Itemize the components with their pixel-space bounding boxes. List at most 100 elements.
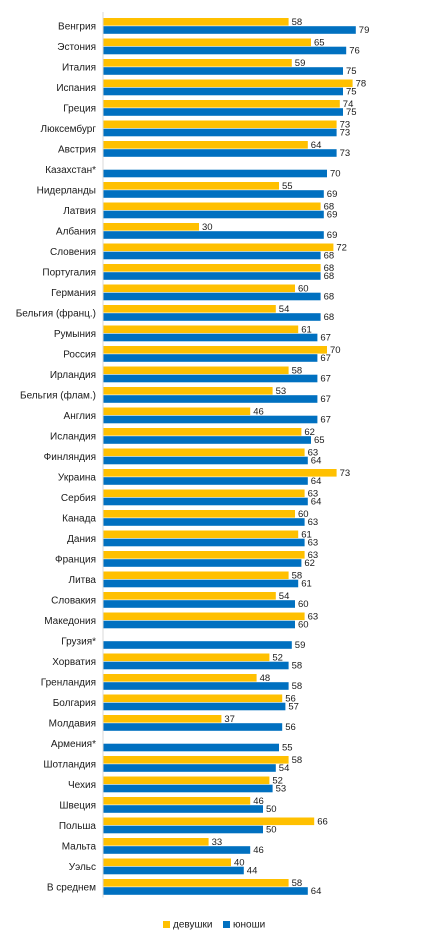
data-label: 73: [340, 148, 351, 159]
data-label: 62: [304, 427, 315, 438]
category-label: Бельгия (франц.): [16, 308, 96, 320]
data-label: 69: [327, 189, 338, 200]
bar-girls: [103, 510, 295, 518]
data-label: 73: [340, 128, 351, 139]
data-label: 61: [301, 579, 312, 590]
data-label: 64: [311, 497, 322, 508]
bar-boys: [103, 702, 286, 711]
bar-boys: [103, 231, 324, 239]
bar-boys: [103, 764, 276, 772]
bar-girls: [103, 243, 334, 252]
data-label: 48: [260, 673, 271, 684]
data-label: 50: [266, 825, 277, 836]
bar-girls: [103, 694, 283, 703]
data-label: 68: [324, 292, 335, 303]
bar-boys: [103, 866, 244, 875]
category-label: Россия: [63, 350, 96, 361]
bar-girls: [103, 366, 289, 375]
data-label: 68: [324, 201, 335, 212]
bar-boys: [103, 846, 251, 854]
bar-girls: [103, 141, 308, 149]
data-label: 75: [346, 107, 357, 118]
bar-boys: [103, 149, 337, 157]
category-label: Чехия: [68, 780, 96, 791]
data-label: 69: [327, 230, 338, 241]
category-label: Албания: [56, 226, 96, 238]
bar-boys: [103, 395, 318, 403]
bar-boys: [103, 600, 295, 608]
bar-boys: [103, 477, 308, 485]
bar-boys: [103, 497, 308, 506]
data-label: 61: [301, 324, 312, 335]
bar-boys: [103, 333, 318, 342]
category-label: Англия: [64, 411, 96, 422]
data-label: 70: [330, 169, 341, 180]
bar-girls: [103, 325, 299, 334]
bar-boys: [103, 620, 295, 629]
data-label: 50: [266, 804, 277, 815]
category-label: Уэльс: [69, 862, 96, 873]
bar-girls: [103, 797, 251, 805]
data-label: 79: [359, 25, 370, 36]
data-label: 68: [324, 251, 335, 262]
bar-girls: [103, 387, 273, 395]
bar-girls: [103, 18, 289, 26]
bar-boys: [103, 67, 343, 75]
category-label: Финляндия: [44, 452, 96, 463]
bar-boys: [103, 641, 292, 649]
category-label: Греция: [63, 104, 96, 115]
data-label: 63: [308, 517, 319, 528]
bar-girls: [103, 448, 305, 457]
bar-girls: [103, 38, 311, 47]
bar-girls: [103, 776, 270, 785]
bar-girls: [103, 469, 337, 477]
category-label: Германия: [51, 288, 96, 299]
legend: девушки юноши: [163, 920, 265, 931]
data-label: 37: [224, 714, 235, 725]
data-label: 44: [247, 866, 258, 877]
data-label: 66: [317, 816, 328, 827]
category-labels: Венгрия Эстония Италия Испания Греция Люксемб…: [16, 22, 97, 894]
bar-girls: [103, 182, 279, 190]
data-label: 53: [276, 784, 287, 795]
category-label: Словения: [50, 247, 96, 258]
data-label: 46: [253, 406, 264, 417]
category-label: Шотландия: [43, 760, 96, 771]
bar-boys: [103, 108, 343, 116]
data-label: 73: [340, 468, 351, 479]
data-label: 58: [292, 17, 303, 28]
category-label: Люксембург: [41, 123, 97, 135]
bar-girls: [103, 202, 321, 211]
data-label: 62: [304, 558, 315, 569]
data-label: 70: [330, 345, 341, 356]
legend-swatch: [163, 921, 170, 928]
data-label: 67: [320, 394, 331, 405]
data-label: 56: [285, 722, 296, 733]
data-label: 60: [298, 599, 309, 610]
bar-girls: [103, 223, 199, 231]
bar-girls: [103, 530, 299, 539]
bar-girls: [103, 120, 337, 129]
bar-girls: [103, 838, 209, 846]
data-label: 58: [292, 661, 303, 672]
category-label: Мальта: [62, 842, 97, 853]
bar-girls: [103, 674, 257, 682]
data-label: 52: [272, 652, 283, 663]
data-label: 64: [311, 886, 322, 897]
bar-boys: [103, 415, 318, 424]
category-label: Бельгия (флам.): [20, 390, 96, 402]
data-label: 75: [346, 66, 357, 77]
bar-boys: [103, 518, 305, 526]
bar-boys: [103, 128, 337, 137]
bar-boys: [103, 87, 343, 96]
category-label: Австрия: [58, 145, 96, 156]
data-label: 67: [320, 353, 331, 364]
data-label: 78: [356, 78, 367, 89]
bar-boys: [103, 825, 263, 834]
bar-boys: [103, 292, 321, 301]
bar-boys: [103, 887, 308, 895]
data-label: 40: [234, 857, 245, 868]
bar-boys: [103, 784, 273, 793]
bar-boys: [103, 190, 324, 198]
bar-girls: [103, 858, 231, 867]
